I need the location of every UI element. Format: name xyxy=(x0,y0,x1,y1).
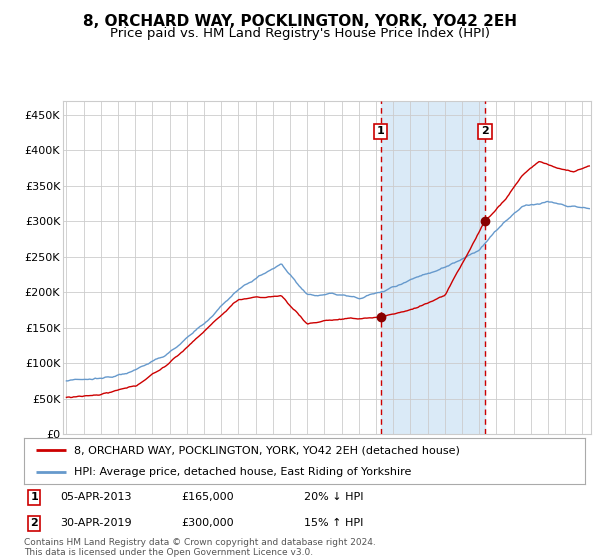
Text: 05-APR-2013: 05-APR-2013 xyxy=(61,492,132,502)
Text: £165,000: £165,000 xyxy=(181,492,234,502)
Text: 30-APR-2019: 30-APR-2019 xyxy=(61,519,132,529)
Text: 8, ORCHARD WAY, POCKLINGTON, YORK, YO42 2EH (detached house): 8, ORCHARD WAY, POCKLINGTON, YORK, YO42 … xyxy=(74,445,460,455)
Text: Contains HM Land Registry data © Crown copyright and database right 2024.
This d: Contains HM Land Registry data © Crown c… xyxy=(24,538,376,557)
Text: 1: 1 xyxy=(377,127,385,136)
Text: 1: 1 xyxy=(30,492,38,502)
Text: 15% ↑ HPI: 15% ↑ HPI xyxy=(305,519,364,529)
Text: £300,000: £300,000 xyxy=(181,519,234,529)
Text: Price paid vs. HM Land Registry's House Price Index (HPI): Price paid vs. HM Land Registry's House … xyxy=(110,27,490,40)
Text: HPI: Average price, detached house, East Riding of Yorkshire: HPI: Average price, detached house, East… xyxy=(74,468,412,478)
Text: 2: 2 xyxy=(481,127,489,136)
Text: 20% ↓ HPI: 20% ↓ HPI xyxy=(305,492,364,502)
Bar xyxy=(380,101,485,434)
Text: 2: 2 xyxy=(30,519,38,529)
Text: 8, ORCHARD WAY, POCKLINGTON, YORK, YO42 2EH: 8, ORCHARD WAY, POCKLINGTON, YORK, YO42 … xyxy=(83,14,517,29)
